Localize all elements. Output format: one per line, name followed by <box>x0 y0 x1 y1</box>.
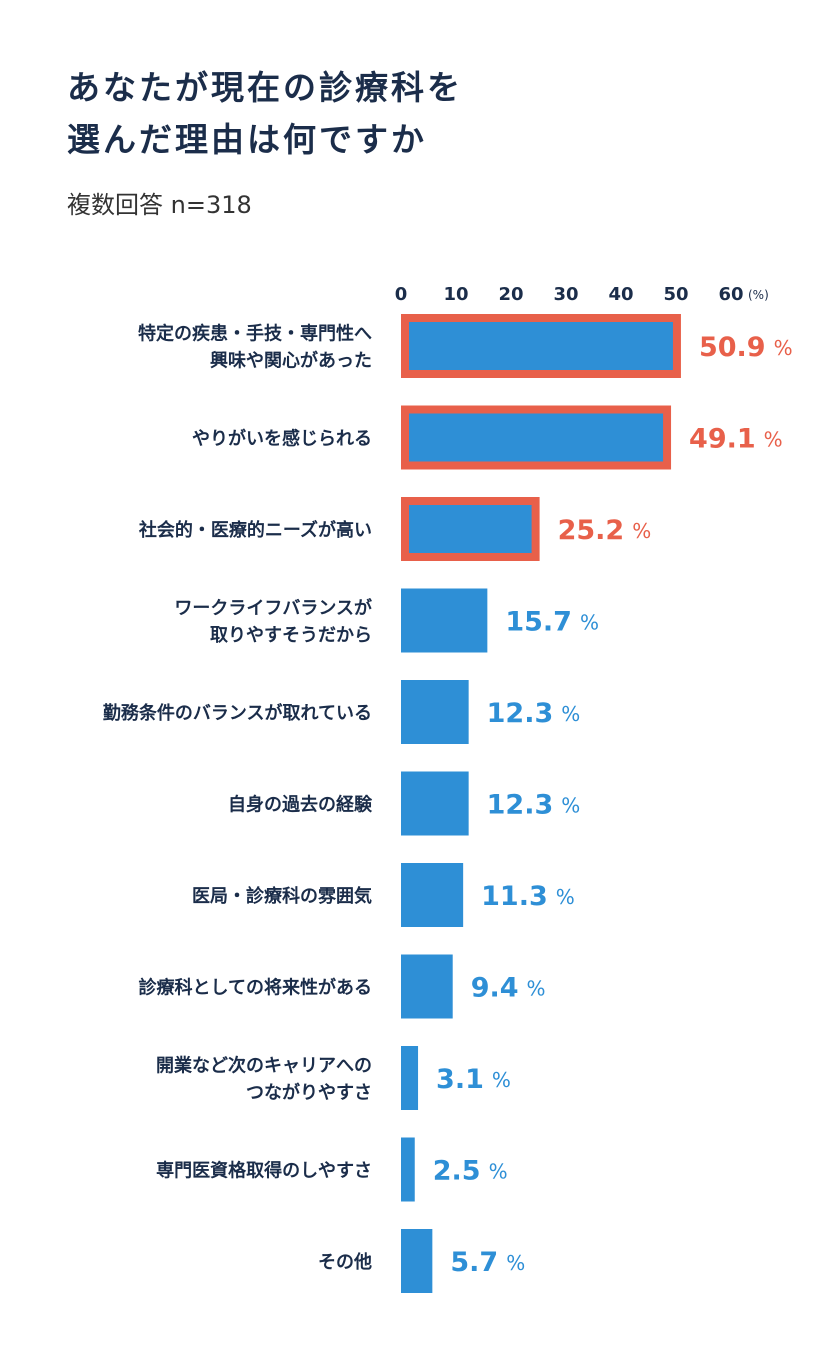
chart-title-line-2: 選んだ理由は何ですか <box>67 120 427 159</box>
bar-highlighted <box>401 405 672 470</box>
bar <box>401 771 469 836</box>
data-label: 49.1 <box>689 424 756 455</box>
bar-highlighted <box>401 497 540 561</box>
data-label-unit: % <box>527 977 546 1001</box>
data-label: 12.3 <box>487 790 554 821</box>
data-label-unit: % <box>580 611 599 635</box>
category-label: 勤務条件のバランスが取れている <box>103 702 372 724</box>
category-label: やりがいを感じられる <box>192 428 372 450</box>
category-label: 社会的・医療的ニーズが高い <box>139 519 372 541</box>
bar <box>401 680 469 744</box>
data-label: 2.5 <box>433 1156 481 1187</box>
chart-subtitle: 複数回答 n=318 <box>67 191 252 219</box>
category-label: 開業など次のキャリアへの <box>156 1055 372 1077</box>
category-label: 興味や関心があった <box>210 350 372 372</box>
data-label-unit: % <box>561 794 580 818</box>
bar <box>401 1229 433 1293</box>
x-tick-label: 20 <box>498 284 523 305</box>
data-label-unit: % <box>764 428 783 452</box>
bar <box>401 1046 419 1110</box>
category-label: 診療科としての将来性がある <box>139 977 372 999</box>
data-label-unit: % <box>489 1160 508 1184</box>
data-label: 50.9 <box>699 332 766 363</box>
data-label-unit: % <box>774 336 793 360</box>
category-label: 特定の疾患・手技・専門性へ <box>138 323 372 345</box>
data-label: 5.7 <box>450 1247 498 1278</box>
data-label: 25.2 <box>558 515 625 546</box>
x-tick-label: 30 <box>553 284 578 305</box>
x-unit-label: (%) <box>748 288 769 302</box>
category-label: つながりやすさ <box>246 1082 372 1104</box>
data-label-unit: % <box>561 702 580 726</box>
x-tick-label: 40 <box>608 284 633 305</box>
bar <box>401 954 453 1019</box>
x-tick-label: 50 <box>663 284 688 305</box>
category-label: 自身の過去の経験 <box>228 794 373 816</box>
x-tick-label: 10 <box>443 284 468 305</box>
data-label: 9.4 <box>471 973 519 1004</box>
x-tick-label: 60 <box>718 284 743 305</box>
category-label: その他 <box>318 1251 372 1273</box>
chart-title: あなたが現在の診療科を 選んだ理由は何ですか <box>67 62 767 166</box>
data-label: 12.3 <box>487 698 554 729</box>
data-label-unit: % <box>632 519 651 543</box>
chart-title-line-1: あなたが現在の診療科を <box>67 68 463 107</box>
category-label: 専門医資格取得のしやすさ <box>156 1160 372 1182</box>
x-tick-label: 0 <box>395 284 408 305</box>
bar <box>401 1137 415 1202</box>
data-label-unit: % <box>506 1251 525 1275</box>
data-label-unit: % <box>492 1068 511 1092</box>
category-label: 取りやすそうだから <box>210 625 372 646</box>
category-label: 医局・診療科の雰囲気 <box>192 885 372 907</box>
bar <box>401 588 488 653</box>
bar-highlighted <box>401 314 681 378</box>
category-label: ワークライフバランスが <box>174 597 372 619</box>
data-label: 15.7 <box>505 607 572 638</box>
data-label-unit: % <box>556 885 575 909</box>
bar <box>401 863 464 927</box>
data-label: 3.1 <box>436 1064 484 1095</box>
data-label: 11.3 <box>481 881 548 912</box>
